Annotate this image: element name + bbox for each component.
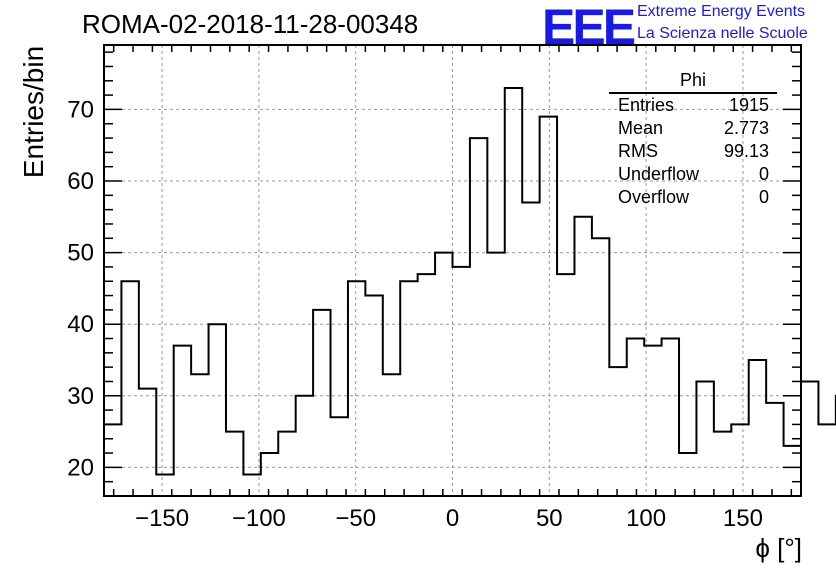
stats-value: 99.13	[723, 141, 769, 161]
stats-value: 1915	[728, 95, 769, 115]
x-tick-label: 0	[446, 505, 459, 532]
x-tick-label: 100	[626, 505, 666, 532]
x-tick-label: −150	[135, 505, 189, 532]
stats-label: RMS	[618, 141, 658, 161]
stats-row-underflow: Underflow 0	[609, 163, 777, 186]
stats-row-rms: RMS 99.13	[609, 140, 777, 163]
x-tick-label: 50	[536, 505, 563, 532]
x-tick-label: −50	[335, 505, 376, 532]
y-tick-label: 30	[67, 383, 94, 410]
y-tick-label: 70	[67, 96, 94, 123]
plot-frame	[103, 44, 802, 497]
stats-label: Underflow	[618, 164, 700, 184]
x-tick-label: 150	[723, 505, 763, 532]
stats-row-entries: Entries 1915	[609, 94, 777, 117]
stats-value: 0	[758, 187, 769, 207]
eee-logo-text-line1: Extreme Energy Events	[637, 3, 806, 20]
x-tick-label: −100	[232, 505, 286, 532]
y-tick-label: 20	[67, 454, 94, 481]
y-tick-label: 60	[67, 168, 94, 195]
eee-logo-text-line2: La Scienza nelle Scuole	[637, 25, 808, 42]
stats-row-overflow: Overflow 0	[609, 186, 777, 209]
y-axis-label: Entries/bin	[18, 45, 49, 179]
y-tick-label: 40	[67, 311, 94, 338]
stats-title: Phi	[609, 70, 777, 94]
stats-label: Mean	[618, 118, 664, 138]
histogram-step-line	[104, 86, 836, 476]
axis-ticks	[104, 45, 801, 496]
stats-row-mean: Mean 2.773	[609, 117, 777, 140]
histogram-title: ROMA-02-2018-11-28-00348	[82, 9, 419, 39]
x-axis-label: ϕ [°]	[755, 533, 802, 563]
tick-labels: −150 −100 −50 0 50 100 150 20 30 40 50 60 70	[67, 96, 763, 532]
stats-box: Phi Entries 1915 Mean 2.773 RMS 99.13 Un…	[609, 70, 777, 209]
stats-label: Entries	[618, 95, 675, 115]
y-tick-label: 50	[67, 240, 94, 267]
stats-value: 0	[758, 164, 769, 184]
eee-logo: EEE	[542, 0, 636, 55]
stats-value: 2.773	[723, 118, 769, 138]
stats-label: Overflow	[618, 187, 690, 207]
